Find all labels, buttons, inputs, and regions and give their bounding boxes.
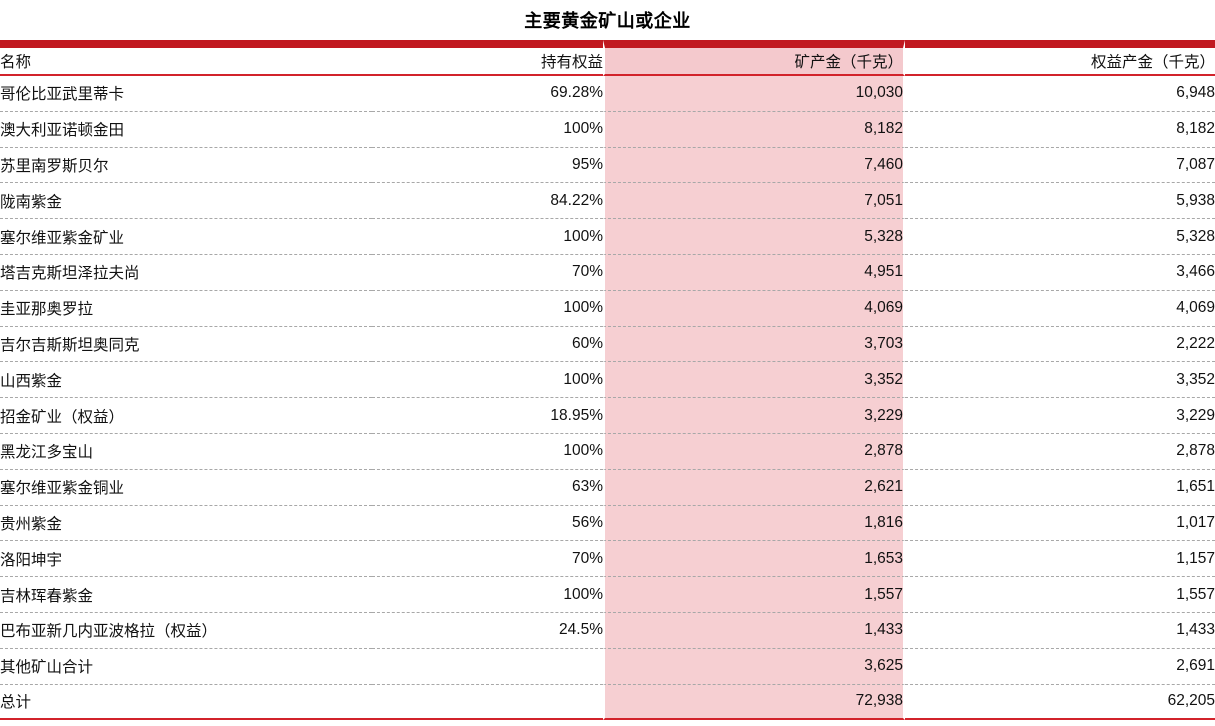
table-row: 其他矿山合计 3,625 2,691 <box>0 648 1215 685</box>
cell-name: 陇南紫金 <box>0 183 372 220</box>
cell-equity-gold: 2,878 <box>905 434 1215 470</box>
cell-mined-gold: 1,816 <box>603 505 905 542</box>
cell-mined-gold: 10,030 <box>603 76 905 112</box>
cell-name: 哥伦比亚武里蒂卡 <box>0 76 372 112</box>
table-row: 山西紫金 100% 3,352 3,352 <box>0 362 1215 399</box>
table-row: 招金矿业（权益） 18.95% 3,229 3,229 <box>0 398 1215 434</box>
cell-mined-gold: 1,433 <box>603 612 905 649</box>
table-row: 巴布亚新几内亚波格拉（权益） 24.5% 1,433 1,433 <box>0 612 1215 649</box>
cell-name: 塞尔维亚紫金矿业 <box>0 219 372 255</box>
table-row: 吉林珲春紫金 100% 1,557 1,557 <box>0 577 1215 613</box>
cell-equity: 100% <box>372 577 603 613</box>
cell-equity: 100% <box>372 434 603 470</box>
cell-equity: 70% <box>372 255 603 291</box>
table-row: 哥伦比亚武里蒂卡 69.28% 10,030 6,948 <box>0 76 1215 112</box>
cell-equity-gold: 6,948 <box>905 76 1215 112</box>
cell-equity-gold: 5,328 <box>905 219 1215 255</box>
cell-name: 洛阳坤宇 <box>0 541 372 578</box>
table-row: 澳大利亚诺顿金田 100% 8,182 8,182 <box>0 111 1215 148</box>
cell-mined-gold: 72,938 <box>603 684 905 721</box>
gold-production-table: 名称 持有权益 矿产金（千克） 权益产金（千克） 哥伦比亚武里蒂卡 69.28%… <box>0 40 1215 721</box>
cell-equity: 70% <box>372 541 603 578</box>
cell-mined-gold: 7,460 <box>603 147 905 184</box>
cell-equity: 100% <box>372 362 603 399</box>
table-row: 陇南紫金 84.22% 7,051 5,938 <box>0 183 1215 220</box>
cell-equity: 63% <box>372 470 603 506</box>
cell-equity-gold: 1,651 <box>905 470 1215 506</box>
cell-mined-gold: 1,653 <box>603 541 905 578</box>
cell-name: 澳大利亚诺顿金田 <box>0 112 372 148</box>
cell-mined-gold: 1,557 <box>603 577 905 613</box>
cell-equity-gold: 62,205 <box>905 685 1215 721</box>
col-header-name: 名称 <box>0 40 372 76</box>
cell-name: 其他矿山合计 <box>0 649 372 685</box>
cell-name: 苏里南罗斯贝尔 <box>0 148 372 184</box>
cell-equity-gold: 8,182 <box>905 112 1215 148</box>
table-row: 圭亚那奥罗拉 100% 4,069 4,069 <box>0 290 1215 327</box>
cell-equity: 60% <box>372 327 603 363</box>
cell-equity: 18.95% <box>372 398 603 434</box>
cell-name: 吉尔吉斯斯坦奥同克 <box>0 327 372 363</box>
table-row: 黑龙江多宝山 100% 2,878 2,878 <box>0 433 1215 470</box>
table-row: 塔吉克斯坦泽拉夫尚 70% 4,951 3,466 <box>0 254 1215 291</box>
cell-name: 巴布亚新几内亚波格拉（权益） <box>0 613 372 649</box>
cell-equity-gold: 3,352 <box>905 362 1215 399</box>
cell-name: 吉林珲春紫金 <box>0 577 372 613</box>
cell-equity: 69.28% <box>372 76 603 112</box>
cell-equity-gold: 2,222 <box>905 327 1215 363</box>
cell-equity-gold: 3,229 <box>905 398 1215 434</box>
header-row: 名称 持有权益 矿产金（千克） 权益产金（千克） <box>0 40 1215 76</box>
cell-mined-gold: 3,625 <box>603 648 905 685</box>
cell-equity: 24.5% <box>372 613 603 649</box>
cell-equity-gold: 5,938 <box>905 183 1215 220</box>
cell-equity-gold: 2,691 <box>905 649 1215 685</box>
cell-mined-gold: 4,951 <box>603 254 905 291</box>
cell-mined-gold: 2,878 <box>603 433 905 470</box>
cell-equity: 95% <box>372 148 603 184</box>
table-title: 主要黄金矿山或企业 <box>524 11 691 31</box>
table-row: 贵州紫金 56% 1,816 1,017 <box>0 505 1215 542</box>
cell-equity-gold: 1,157 <box>905 541 1215 578</box>
cell-mined-gold: 7,051 <box>603 183 905 220</box>
cell-equity: 84.22% <box>372 183 603 220</box>
cell-equity: 100% <box>372 219 603 255</box>
cell-mined-gold: 3,352 <box>603 362 905 399</box>
cell-equity-gold: 1,557 <box>905 577 1215 613</box>
cell-equity: 100% <box>372 112 603 148</box>
cell-mined-gold: 8,182 <box>603 111 905 148</box>
table-row: 塞尔维亚紫金矿业 100% 5,328 5,328 <box>0 219 1215 255</box>
cell-mined-gold: 2,621 <box>603 469 905 506</box>
cell-name: 圭亚那奥罗拉 <box>0 291 372 327</box>
cell-equity-gold: 7,087 <box>905 148 1215 184</box>
cell-equity-gold: 3,466 <box>905 255 1215 291</box>
col-header-equity: 持有权益 <box>372 40 603 76</box>
cell-equity <box>372 649 603 685</box>
cell-mined-gold: 5,328 <box>603 219 905 255</box>
col-header-equity-gold: 权益产金（千克） <box>905 40 1215 76</box>
cell-mined-gold: 3,703 <box>603 326 905 363</box>
cell-name: 塞尔维亚紫金铜业 <box>0 470 372 506</box>
table-row: 吉尔吉斯斯坦奥同克 60% 3,703 2,222 <box>0 326 1215 363</box>
table-row: 苏里南罗斯贝尔 95% 7,460 7,087 <box>0 147 1215 184</box>
cell-equity-gold: 4,069 <box>905 291 1215 327</box>
cell-name: 山西紫金 <box>0 362 372 399</box>
cell-equity: 100% <box>372 291 603 327</box>
cell-name: 贵州紫金 <box>0 506 372 542</box>
cell-equity-gold: 1,433 <box>905 613 1215 649</box>
table-body: 哥伦比亚武里蒂卡 69.28% 10,030 6,948 澳大利亚诺顿金田 10… <box>0 76 1215 721</box>
table-row: 洛阳坤宇 70% 1,653 1,157 <box>0 541 1215 578</box>
cell-name: 塔吉克斯坦泽拉夫尚 <box>0 255 372 291</box>
table-row: 塞尔维亚紫金铜业 63% 2,621 1,651 <box>0 469 1215 506</box>
cell-name: 总计 <box>0 685 372 721</box>
table-row: 总计 72,938 62,205 <box>0 684 1215 721</box>
col-header-mined-gold: 矿产金（千克） <box>603 40 905 76</box>
cell-equity-gold: 1,017 <box>905 506 1215 542</box>
cell-name: 黑龙江多宝山 <box>0 434 372 470</box>
cell-name: 招金矿业（权益） <box>0 398 372 434</box>
cell-mined-gold: 4,069 <box>603 290 905 327</box>
cell-mined-gold: 3,229 <box>603 398 905 434</box>
cell-equity: 56% <box>372 506 603 542</box>
cell-equity <box>372 685 603 721</box>
